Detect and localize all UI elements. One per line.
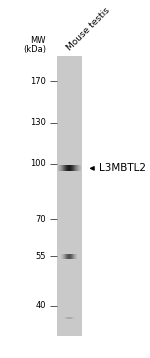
- Text: 40: 40: [35, 301, 46, 310]
- Text: 130: 130: [30, 118, 46, 127]
- Text: 100: 100: [30, 159, 46, 168]
- Text: 170: 170: [30, 77, 46, 86]
- Text: L3MBTL2: L3MBTL2: [99, 163, 146, 173]
- Text: 70: 70: [35, 214, 46, 223]
- Text: MW
(kDa): MW (kDa): [23, 36, 46, 54]
- Text: Mouse testis: Mouse testis: [65, 6, 112, 53]
- Text: 55: 55: [35, 252, 46, 261]
- Bar: [57, 56, 81, 336]
